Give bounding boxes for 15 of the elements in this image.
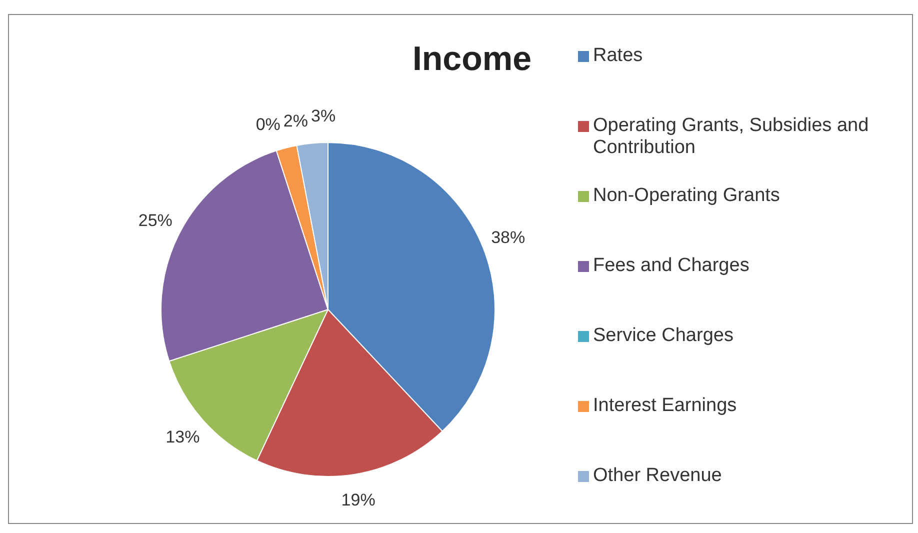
data-label: 25%: [138, 211, 172, 230]
data-label: 3%: [310, 106, 336, 126]
text: 0%: [256, 114, 280, 134]
data-label: 13%: [166, 427, 200, 446]
data-label: 2%: [283, 112, 308, 131]
data-label: 38%: [491, 228, 526, 247]
legend-label: Rates: [593, 45, 643, 67]
legend-label: Non-Operating Grants: [593, 185, 780, 207]
legend-label: Operating Grants, Subsidies and Contribution: [593, 115, 870, 159]
chart-title: Income: [411, 40, 533, 79]
data-label: 19%: [341, 490, 376, 510]
legend-label: Fees and Charges: [593, 255, 750, 277]
legend-label: Interest Earnings: [593, 395, 737, 417]
legend-label: Service Charges: [593, 325, 734, 347]
legend-label: Other Revenue: [593, 465, 722, 487]
